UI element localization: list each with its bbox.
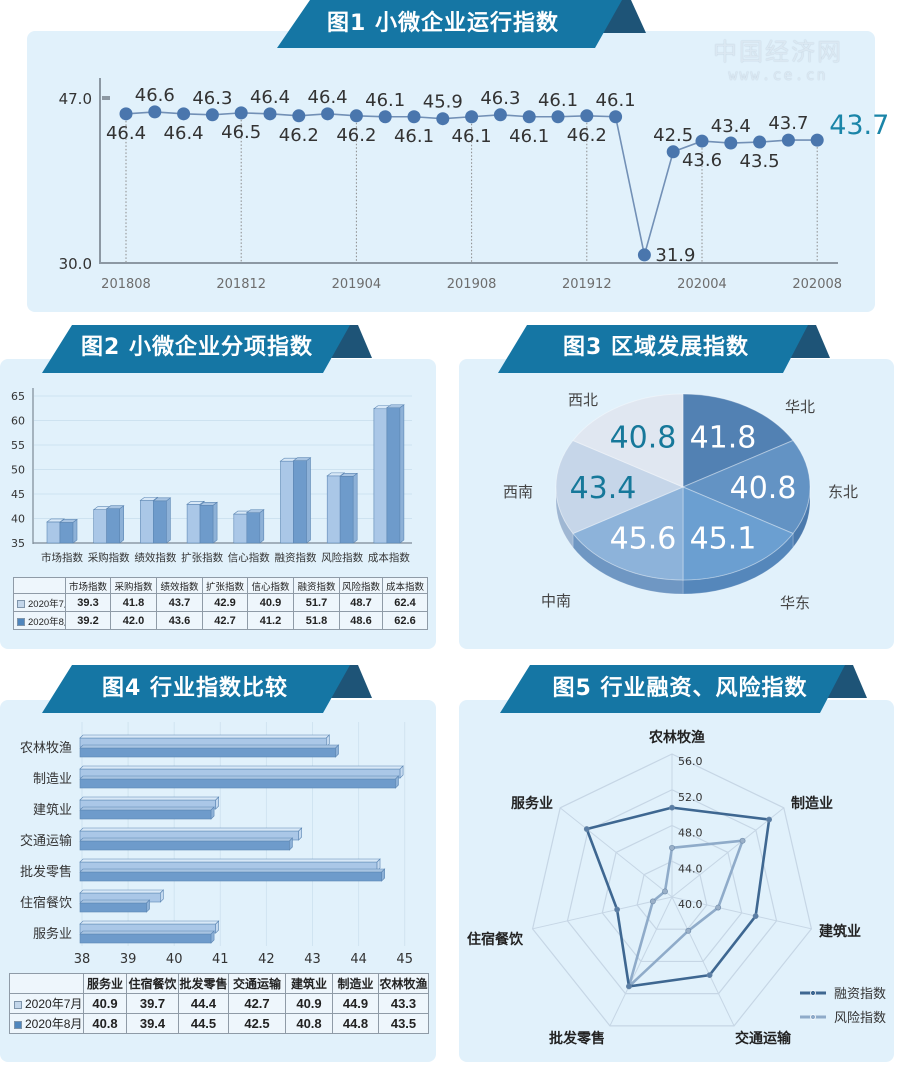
table-cell: 44.9 (332, 993, 379, 1014)
table-cell: 42.7 (202, 611, 248, 630)
row-label: 2020年7月 (28, 598, 65, 610)
table-cell: 44.4 (178, 993, 229, 1014)
table-cell: 43.6 (156, 611, 203, 630)
table-cell: 40.8 (285, 1013, 333, 1034)
table-cell: 40.9 (83, 993, 127, 1014)
table-corner-cell (13, 577, 66, 594)
table-cell: 62.6 (382, 611, 428, 630)
table-cell: 39.4 (126, 1013, 179, 1034)
column-header: 采购指数 (110, 577, 157, 594)
table-cell: 39.2 (65, 611, 111, 630)
column-header: 绩效指数 (156, 577, 203, 594)
table-cell: 42.0 (110, 611, 157, 630)
row-label-cell: 2020年7月 (13, 593, 66, 612)
table-cell: 43.3 (378, 993, 429, 1014)
column-header: 信心指数 (247, 577, 294, 594)
column-header: 风险指数 (339, 577, 383, 594)
table-cell: 42.9 (202, 593, 248, 612)
banner-fold (331, 325, 372, 358)
table-cell: 39.7 (126, 993, 179, 1014)
fig2-data-table: 市场指数采购指数绩效指数扩张指数信心指数融资指数风险指数成本指数2020年7月3… (13, 577, 428, 630)
banner-fold (789, 325, 830, 358)
column-header: 制造业 (332, 973, 379, 994)
table-row: 2020年7月39.341.843.742.940.951.748.762.4 (13, 593, 428, 612)
legend-swatch-icon (14, 1021, 22, 1029)
table-cell: 44.5 (178, 1013, 229, 1034)
table-cell: 43.7 (156, 593, 203, 612)
table-cell: 40.9 (247, 593, 294, 612)
row-label-cell: 2020年8月 (13, 611, 66, 630)
fig4-title: 图4 行业指数比较 (102, 676, 288, 701)
table-cell: 51.7 (293, 593, 340, 612)
table-cell: 40.8 (83, 1013, 127, 1034)
legend-swatch-icon (17, 617, 25, 626)
table-cell: 48.7 (339, 593, 383, 612)
table-row: 2020年8月 40.8 39.4 44.5 42.5 40.8 44.8 43.5 (9, 1013, 429, 1034)
fig3-title: 图3 区域发展指数 (563, 335, 749, 360)
column-header: 建筑业 (285, 973, 333, 994)
fig4-data-table: 服务业 住宿餐饮 批发零售 交通运输 建筑业 制造业 农林牧渔 2020年7月 40.9 39.7… (9, 973, 429, 1034)
column-header: 农林牧渔 (378, 973, 429, 994)
column-header: 市场指数 (65, 577, 111, 594)
table-cell: 39.3 (65, 593, 111, 612)
row-label: 2020年8月 (28, 616, 65, 628)
table-row: 2020年8月39.242.043.642.741.251.848.662.6 (13, 611, 428, 630)
column-header: 交通运输 (228, 973, 286, 994)
table-header-row: 服务业 住宿餐饮 批发零售 交通运输 建筑业 制造业 农林牧渔 (9, 973, 429, 994)
table-cell: 51.8 (293, 611, 340, 630)
table-cell: 41.2 (247, 611, 294, 630)
watermark-name: 中国经济网 (713, 38, 843, 66)
table-cell: 42.7 (228, 993, 286, 1014)
row-label-cell: 2020年7月 (9, 993, 84, 1014)
table-row: 2020年7月 40.9 39.7 44.4 42.7 40.9 44.9 43.3 (9, 993, 429, 1014)
column-header: 成本指数 (382, 577, 428, 594)
row-label-cell: 2020年8月 (9, 1013, 84, 1034)
table-cell: 42.5 (228, 1013, 286, 1034)
table-cell: 41.8 (110, 593, 157, 612)
fig3-panel (459, 359, 894, 649)
table-cell: 62.4 (382, 593, 428, 612)
banner-fold (603, 0, 646, 33)
fig1-title: 图1 小微企业运行指数 (327, 11, 559, 36)
table-cell: 40.9 (285, 993, 333, 1014)
legend-swatch-icon (17, 599, 25, 608)
column-header: 服务业 (83, 973, 127, 994)
legend-swatch-icon (14, 1001, 22, 1009)
banner-fold (331, 665, 372, 698)
watermark: 中国经济网 www.ce.cn (708, 38, 848, 84)
fig5-title: 图5 行业融资、风险指数 (552, 676, 808, 701)
column-header: 批发零售 (178, 973, 229, 994)
column-header: 融资指数 (293, 577, 340, 594)
column-header: 扩张指数 (202, 577, 248, 594)
watermark-url: www.ce.cn (728, 66, 828, 84)
row-label: 2020年7月 (25, 997, 83, 1011)
table-corner-cell (9, 973, 84, 994)
row-label: 2020年8月 (25, 1017, 83, 1031)
banner-fold (826, 665, 867, 698)
column-header: 住宿餐饮 (126, 973, 179, 994)
fig2-title: 图2 小微企业分项指数 (81, 335, 313, 360)
table-cell: 44.8 (332, 1013, 379, 1034)
table-cell: 48.6 (339, 611, 383, 630)
table-header-row: 市场指数 采购指数 绩效指数 扩张指数 信心指数 融资指数 风险指数 成本指数 (13, 577, 428, 594)
table-cell: 43.5 (378, 1013, 429, 1034)
fig5-panel (459, 700, 894, 1062)
